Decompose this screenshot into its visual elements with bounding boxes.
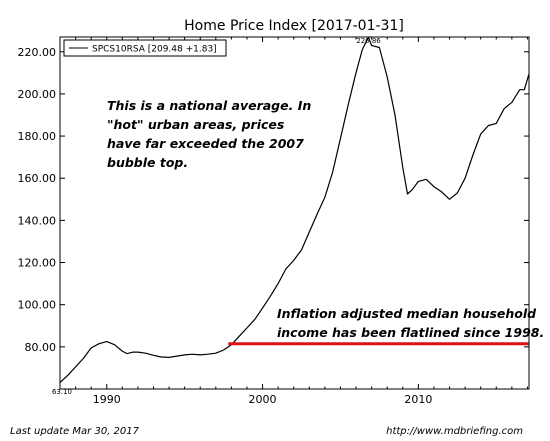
x-tick-label: 2000 <box>249 393 277 406</box>
y-tick-label: 220.00 <box>18 46 57 59</box>
y-tick-label: 80.00 <box>25 341 57 354</box>
y-tick-label: 100.00 <box>18 299 57 312</box>
note-top-line-4: bubble top. <box>107 155 188 170</box>
x-tick-label: 2010 <box>404 393 432 406</box>
y-tick-label: 200.00 <box>18 88 57 101</box>
chart-title: Home Price Index [2017-01-31] <box>184 18 404 34</box>
note-top-line-2: "hot" urban areas, prices <box>107 117 284 132</box>
footer-last-update: Last update Mar 30, 2017 <box>10 426 140 437</box>
y-tick-label: 140.00 <box>18 214 57 227</box>
plot-area: 80.00 100.00 120.00 140.00 160.00 180.00 200.0… <box>18 36 530 406</box>
peak-value-label: 226.86 <box>356 37 381 45</box>
y-tick-label: 160.00 <box>18 172 57 185</box>
note-top-line-3: have far exceeded the 2007 <box>107 136 304 151</box>
plot-frame <box>59 36 530 390</box>
footer-source-url: http://www.mdbriefing.com <box>386 426 523 437</box>
legend: SPCS10RSA [209.48 +1.83] <box>63 39 227 57</box>
legend-label: SPCS10RSA [209.48 +1.83] <box>92 45 217 55</box>
x-tick-label: 1990 <box>93 393 121 406</box>
y-tick-label: 180.00 <box>18 130 57 143</box>
note-bottom-line-1: Inflation adjusted median household <box>277 306 537 321</box>
bottom-annotation: Inflation adjusted median household inco… <box>277 306 544 340</box>
start-value-label: 63.10 <box>52 388 72 396</box>
top-annotation: This is a national average. In "hot" urb… <box>107 98 311 170</box>
series-line-spcs10rsa <box>59 36 530 383</box>
y-tick-label: 120.00 <box>18 257 57 270</box>
note-bottom-line-2: income has been flatlined since 1998. <box>277 325 544 340</box>
legend-box <box>63 39 227 57</box>
note-top-line-1: This is a national average. In <box>107 98 311 113</box>
